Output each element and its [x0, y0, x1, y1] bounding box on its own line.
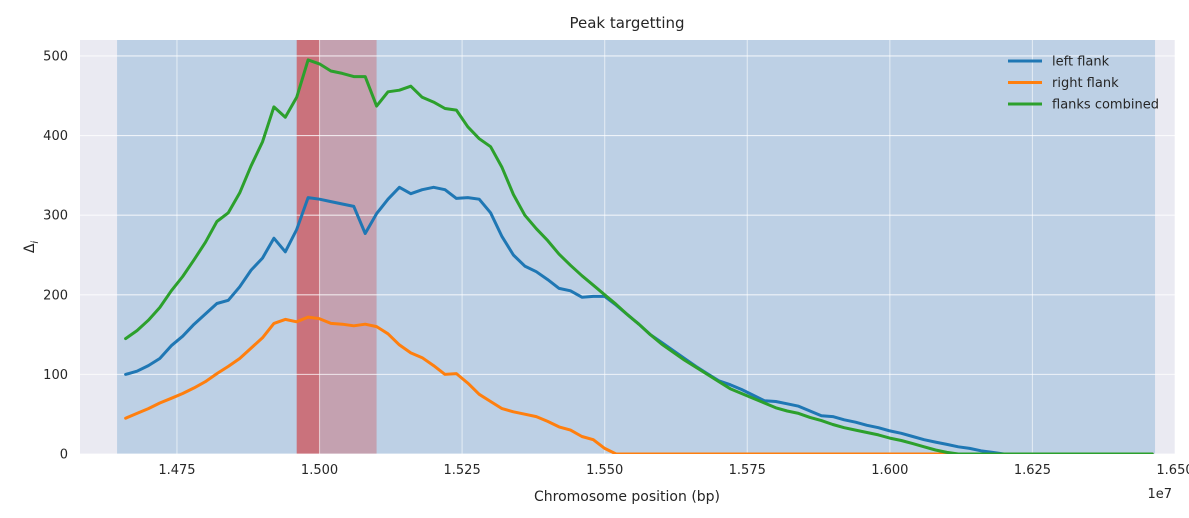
x-tick-label: 1.600	[871, 463, 908, 478]
y-tick-label: 0	[60, 448, 68, 463]
plot-background	[80, 40, 1175, 454]
x-tick-label: 1.625	[1014, 463, 1051, 478]
x-tick-label: 1.575	[729, 463, 766, 478]
x-tick-label: 1.550	[586, 463, 623, 478]
y-tick-label: 300	[43, 209, 68, 224]
x-axis-ticks: 1.475 1.500 1.525 1.550 1.575 1.600 1.625 1.650	[158, 463, 1189, 478]
highlight-span-1	[296, 40, 377, 454]
y-tick-label: 100	[43, 368, 68, 383]
legend-label: flanks combined	[1052, 98, 1159, 113]
x-axis-label: Chromosome position (bp)	[534, 489, 720, 505]
legend: left flank right flank flanks combined	[1008, 55, 1159, 113]
legend-label: left flank	[1052, 55, 1110, 70]
x-tick-label: 1.475	[158, 463, 195, 478]
y-tick-label: 400	[43, 129, 68, 144]
x-tick-label: 1.650	[1156, 463, 1189, 478]
series-lines	[124, 58, 1154, 454]
highlight-span-2	[296, 40, 320, 454]
y-tick-label: 500	[43, 49, 68, 64]
grid-lines	[80, 40, 1176, 455]
series-line-flanks-combined	[124, 58, 1154, 454]
y-tick-label: 200	[43, 288, 68, 303]
chart-title: Peak targetting	[569, 14, 684, 32]
highlight-spans	[117, 40, 1156, 454]
y-axis-ticks: 0 100 200 300 400 500	[43, 49, 68, 462]
x-tick-label: 1.500	[301, 463, 338, 478]
series-line-right-flank	[124, 315, 1154, 454]
x-axis-offset-label: 1e7	[1147, 487, 1172, 502]
y-axis-label: Δi	[22, 241, 41, 254]
legend-label: right flank	[1052, 76, 1119, 91]
x-tick-label: 1.525	[444, 463, 481, 478]
highlight-span-0	[117, 40, 1156, 454]
